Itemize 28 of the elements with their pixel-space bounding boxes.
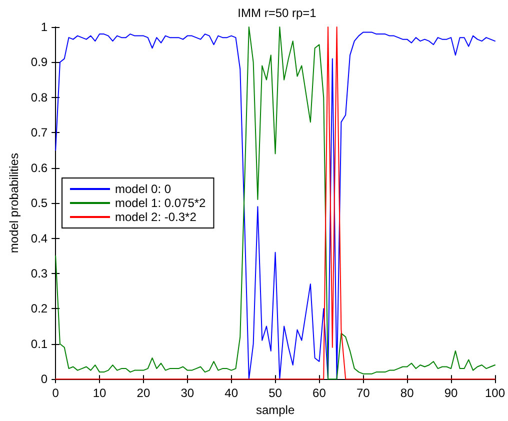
x-tick-label: 40: [224, 386, 238, 400]
x-tick-label: 0: [52, 386, 60, 400]
legend-label: model 1: 0.075*2: [115, 196, 206, 210]
legend-label: model 0: 0: [115, 182, 172, 196]
y-tick-label: 1: [40, 20, 48, 34]
y-axis-title: model probabilities: [7, 153, 21, 254]
y-tick-label: 0.2: [30, 302, 48, 316]
x-tick-label: 70: [356, 386, 370, 400]
x-tick-label: 100: [484, 386, 506, 400]
x-tick-label: 80: [400, 386, 414, 400]
x-tick-label: 30: [180, 386, 194, 400]
y-tick-label: 0.6: [30, 160, 48, 175]
x-tick-label: 60: [312, 386, 326, 400]
chart-title: IMM r=50 rp=1: [238, 6, 317, 20]
y-tick-label: 0.3: [30, 266, 48, 280]
y-tick-label: 0.7: [30, 126, 48, 140]
x-tick-label: 10: [92, 386, 107, 400]
y-tick-label: 0.5: [30, 196, 48, 210]
y-tick-label: 0.8: [30, 90, 48, 104]
x-axis-title: sample: [256, 403, 295, 417]
x-tick-label: 90: [444, 386, 458, 400]
y-tick-label: 0.1: [30, 336, 48, 351]
x-tick-label: 50: [268, 386, 282, 400]
y-tick-label: 0: [40, 372, 48, 386]
y-tick-label: 0.4: [30, 231, 48, 246]
legend-label: model 2: -0.3*2: [115, 210, 197, 224]
x-tick-label: 20: [136, 386, 150, 400]
y-tick-label: 0.9: [30, 55, 48, 70]
